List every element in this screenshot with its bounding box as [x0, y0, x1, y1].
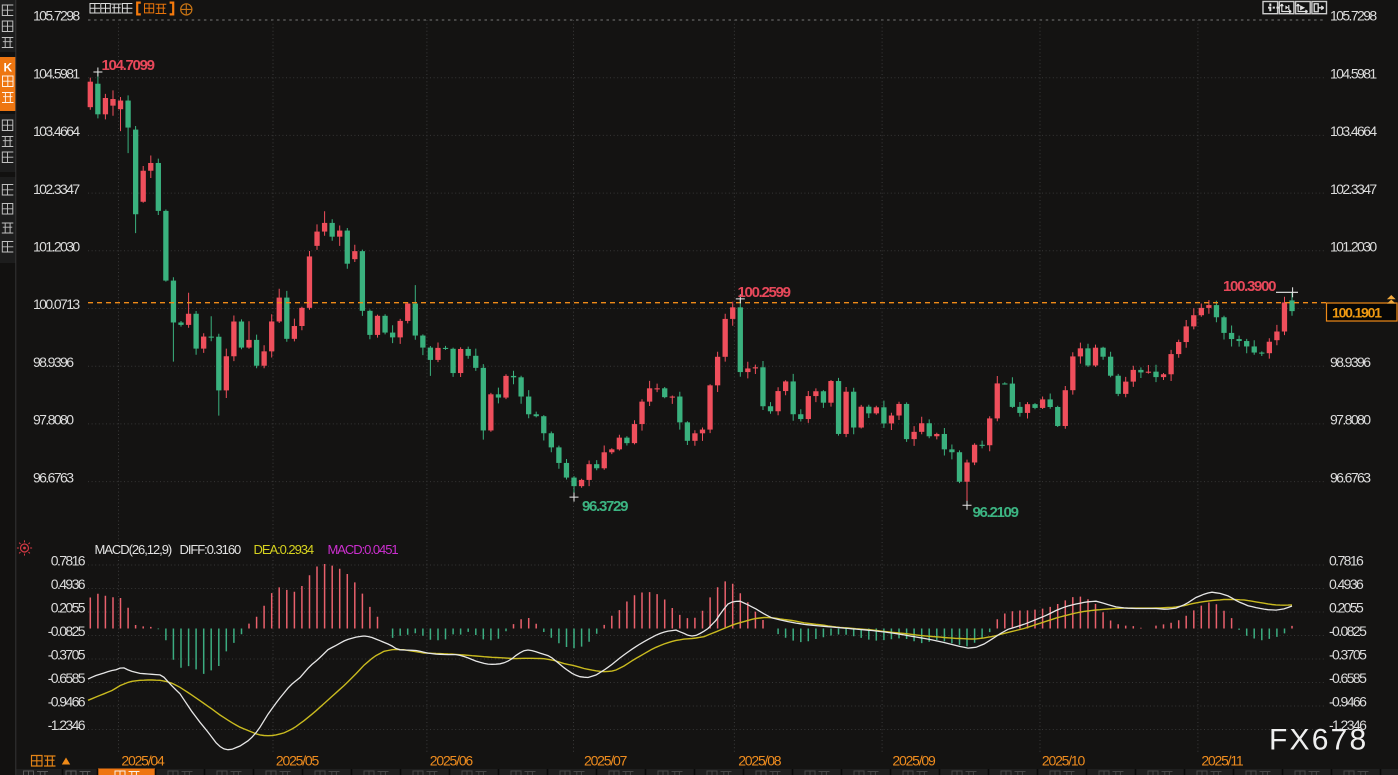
svg-text:0.4936: 0.4936 — [1329, 576, 1364, 592]
svg-text:105.7298: 105.7298 — [1330, 8, 1377, 24]
svg-text:-0.6585: -0.6585 — [1329, 670, 1367, 686]
svg-text:100.1901: 100.1901 — [1332, 305, 1382, 321]
svg-text:102.3347: 102.3347 — [1330, 181, 1377, 197]
svg-text:0.2055: 0.2055 — [51, 600, 86, 616]
svg-text:2025/09: 2025/09 — [892, 753, 936, 769]
svg-text:96.6763: 96.6763 — [1330, 469, 1371, 485]
svg-text:0.7816: 0.7816 — [51, 553, 86, 569]
svg-text:0.4936: 0.4936 — [51, 576, 86, 592]
svg-text:-0.3705: -0.3705 — [1329, 647, 1367, 663]
svg-text:2025/10: 2025/10 — [1042, 753, 1086, 769]
svg-text:-0.3705: -0.3705 — [48, 647, 86, 663]
svg-text:-0.6585: -0.6585 — [48, 670, 86, 686]
svg-text:100.0713: 100.0713 — [33, 296, 80, 312]
svg-text:-1.2346: -1.2346 — [1329, 717, 1367, 733]
svg-text:DIFF:0.3160: DIFF:0.3160 — [180, 542, 242, 557]
svg-text:104.5981: 104.5981 — [33, 65, 80, 81]
svg-text:2025/05: 2025/05 — [276, 753, 320, 769]
svg-text:2025/07: 2025/07 — [584, 753, 628, 769]
svg-text:104.7099: 104.7099 — [102, 57, 155, 74]
svg-text:-0.9466: -0.9466 — [1329, 694, 1367, 710]
svg-text:2025/06: 2025/06 — [430, 753, 474, 769]
svg-text:96.3729: 96.3729 — [582, 498, 628, 515]
svg-text:100.2599: 100.2599 — [738, 284, 791, 301]
svg-text:-1.2346: -1.2346 — [48, 717, 86, 733]
svg-text:97.8080: 97.8080 — [1330, 412, 1371, 428]
svg-text:-0.0825: -0.0825 — [1329, 623, 1367, 639]
svg-text:FX678: FX678 — [1269, 724, 1368, 757]
svg-text:-0.9466: -0.9466 — [48, 694, 86, 710]
svg-text:DEA:0.2934: DEA:0.2934 — [254, 542, 314, 557]
svg-text:2025/11: 2025/11 — [1201, 753, 1244, 769]
svg-text:0.2055: 0.2055 — [1329, 600, 1364, 616]
svg-text:2025/08: 2025/08 — [738, 753, 782, 769]
svg-text:101.2030: 101.2030 — [33, 239, 80, 255]
svg-text:MACD:0.0451: MACD:0.0451 — [328, 542, 399, 557]
svg-text:98.9396: 98.9396 — [1330, 354, 1371, 370]
svg-text:104.5981: 104.5981 — [1330, 65, 1377, 81]
svg-text:98.9396: 98.9396 — [33, 354, 74, 370]
svg-text:MACD(26,12,9): MACD(26,12,9) — [95, 542, 172, 557]
svg-text:102.3347: 102.3347 — [33, 181, 80, 197]
svg-text:101.2030: 101.2030 — [1330, 239, 1377, 255]
svg-text:96.6763: 96.6763 — [33, 469, 74, 485]
svg-text:103.4664: 103.4664 — [1330, 123, 1377, 139]
svg-text:-0.0825: -0.0825 — [48, 623, 86, 639]
svg-text:K: K — [4, 61, 13, 75]
svg-text:96.2109: 96.2109 — [973, 504, 1019, 521]
svg-text:103.4664: 103.4664 — [33, 123, 80, 139]
svg-text:0.7816: 0.7816 — [1329, 553, 1364, 569]
svg-text:97.8080: 97.8080 — [33, 412, 74, 428]
svg-text:2025/04: 2025/04 — [121, 753, 165, 769]
svg-text:105.7298: 105.7298 — [33, 8, 80, 24]
svg-text:100.3900: 100.3900 — [1223, 278, 1276, 295]
